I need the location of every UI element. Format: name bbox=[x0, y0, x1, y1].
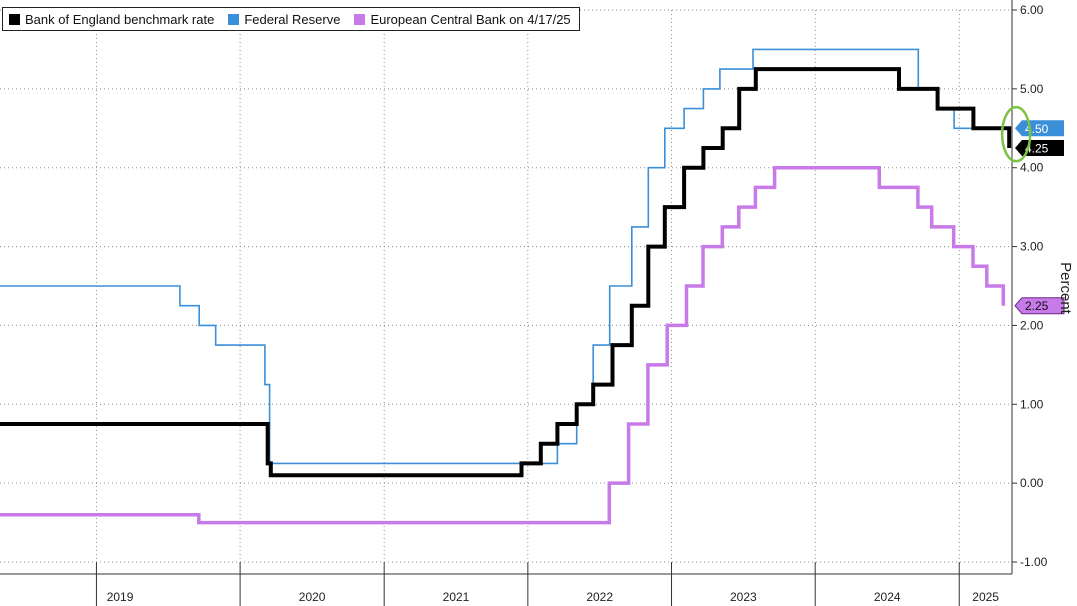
legend-item-ecb: European Central Bank on 4/17/25 bbox=[354, 11, 571, 27]
legend-item-fed: Federal Reserve bbox=[228, 12, 340, 27]
legend-label-boe: Bank of England benchmark rate bbox=[25, 11, 215, 27]
y-tick-label: 3.00 bbox=[1020, 240, 1044, 254]
x-year-label: 2022 bbox=[586, 590, 613, 604]
y-tick-label: 4.00 bbox=[1020, 161, 1044, 175]
legend-swatch-fed bbox=[228, 13, 240, 25]
y-tick-label: 5.00 bbox=[1020, 82, 1044, 96]
y-tick-label: 2.00 bbox=[1020, 318, 1044, 332]
x-year-label: 2023 bbox=[730, 590, 757, 604]
annotation-layer: 4.50 4.25 2.25 bbox=[1000, 105, 1065, 315]
x-year-label: 2021 bbox=[443, 590, 470, 604]
boe-rate-line bbox=[0, 67, 1012, 478]
last-value-text: 4.25 bbox=[1025, 142, 1049, 156]
last-value-text: 2.25 bbox=[1025, 299, 1049, 313]
last-value-tag bbox=[1015, 120, 1064, 137]
y-tick-label: 0.00 bbox=[1020, 476, 1044, 490]
series-layer bbox=[0, 48, 1012, 525]
legend-label-fed: Federal Reserve bbox=[244, 11, 341, 27]
axis-layer: -1.00 0.00 1.00 2.00 3.00 4.00 5.00 6.00 2019 202… bbox=[0, 0, 1048, 606]
y-tick-label: 6.00 bbox=[1020, 3, 1044, 17]
x-year-label: 2019 bbox=[107, 590, 134, 604]
y-axis-label: Percent bbox=[1057, 262, 1074, 315]
highlight-ellipse bbox=[1000, 105, 1032, 163]
legend-item-boe: Bank of England benchmark rate bbox=[9, 12, 214, 27]
y-tick-label: -1.00 bbox=[1020, 555, 1048, 569]
x-year-label: 2024 bbox=[874, 590, 901, 604]
fed-rate-line bbox=[0, 48, 1001, 465]
y-tick-label: 1.00 bbox=[1020, 397, 1044, 411]
legend: Bank of England benchmark rate Federal R… bbox=[2, 7, 580, 31]
x-year-label: 2025 bbox=[972, 590, 999, 604]
last-value-tag bbox=[1014, 297, 1065, 315]
ecb-rate-line bbox=[0, 165, 1006, 525]
legend-label-ecb: European Central Bank on 4/17/25 bbox=[370, 11, 571, 27]
legend-swatch-boe bbox=[9, 13, 20, 25]
fed-last-value-label: 4.50 bbox=[1015, 120, 1064, 137]
legend-swatch-ecb bbox=[354, 13, 366, 25]
x-year-label: 2020 bbox=[299, 590, 326, 604]
ecb-last-value-label: 2.25 bbox=[1014, 297, 1065, 315]
boe-last-value-label: 4.25 bbox=[1015, 140, 1064, 156]
